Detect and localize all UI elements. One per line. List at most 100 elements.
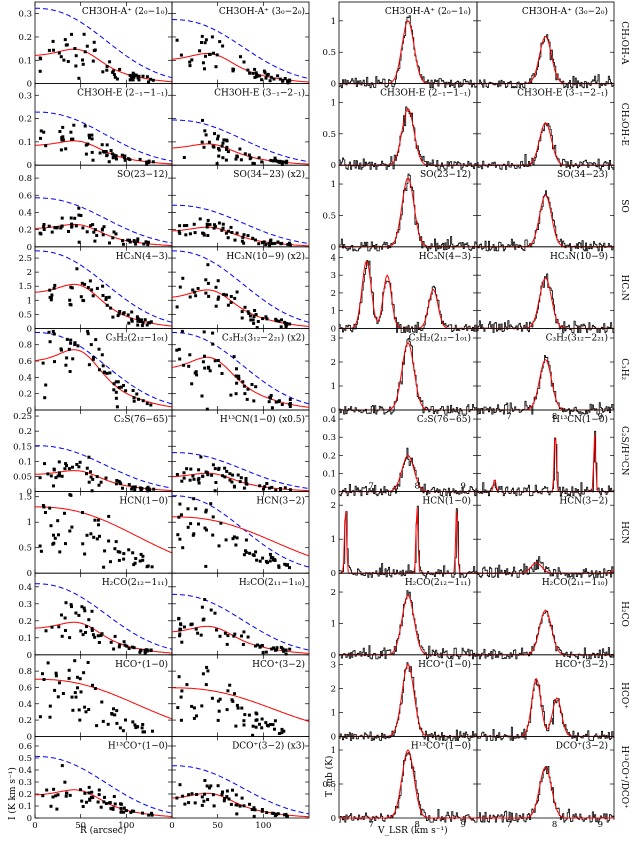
- y-tick-label: 0: [331, 243, 336, 253]
- data-point: [282, 649, 286, 653]
- data-point: [125, 644, 129, 648]
- data-point: [179, 622, 182, 626]
- panel-label: DCO⁺(3−2) (x3): [232, 740, 305, 751]
- data-point: [178, 285, 182, 289]
- data-point: [253, 75, 257, 79]
- data-point: [77, 708, 81, 712]
- data-point: [109, 640, 113, 644]
- row-side-label: HC₃N: [619, 274, 629, 300]
- data-point: [82, 671, 86, 675]
- data-point: [249, 318, 253, 322]
- data-point: [68, 302, 72, 306]
- observed-spectrum: [477, 678, 615, 741]
- x-tick-label: 8: [414, 482, 419, 492]
- data-point: [188, 60, 192, 64]
- y-tick-label: 0.2: [322, 451, 336, 461]
- y-tick-label: 0.1: [18, 56, 32, 66]
- data-point: [75, 267, 79, 271]
- data-point: [128, 238, 131, 242]
- data-point: [223, 466, 227, 470]
- data-point: [175, 348, 179, 352]
- data-point: [190, 704, 194, 708]
- model-curve-dashed: [172, 332, 310, 405]
- data-point: [231, 788, 234, 792]
- panel-label: HCO⁺(3−2): [555, 659, 608, 670]
- data-point: [251, 724, 255, 728]
- y-tick-label: 0.2: [18, 790, 32, 800]
- data-point: [130, 645, 134, 649]
- data-point: [235, 812, 239, 816]
- panel-label: HC₃N(4−3): [116, 251, 168, 262]
- data-point: [242, 384, 246, 388]
- data-point: [118, 67, 122, 71]
- data-point: [131, 720, 135, 724]
- data-point: [149, 77, 153, 81]
- data-point: [80, 281, 84, 285]
- model-curve-dashed: [35, 445, 173, 489]
- data-point: [78, 718, 82, 722]
- x-tick-label: 50: [75, 821, 86, 831]
- data-point: [147, 813, 151, 817]
- data-point: [81, 805, 85, 808]
- y-tick-label: 1: [331, 307, 336, 317]
- model-spectrum: [477, 609, 614, 656]
- x-tick-label: 7: [506, 412, 511, 422]
- data-point: [70, 695, 74, 699]
- data-point: [130, 310, 134, 314]
- panel-label: HCN(3−2): [256, 496, 305, 507]
- data-point: [181, 276, 185, 280]
- data-point: [252, 321, 256, 325]
- data-point: [259, 644, 263, 648]
- data-point: [71, 708, 75, 712]
- data-point: [263, 71, 267, 75]
- data-point: [221, 474, 225, 478]
- data-point: [250, 383, 254, 386]
- data-point: [69, 130, 73, 134]
- data-point: [54, 794, 58, 798]
- data-point: [217, 544, 221, 548]
- data-point: [260, 241, 264, 245]
- data-point: [247, 153, 251, 157]
- data-point: [48, 288, 52, 292]
- data-point: [226, 634, 230, 638]
- data-point: [91, 683, 94, 687]
- data-point: [110, 712, 114, 716]
- data-point: [179, 695, 183, 699]
- model-curve: [34, 48, 173, 83]
- data-point: [81, 62, 85, 66]
- data-point: [77, 76, 81, 80]
- data-point: [82, 32, 86, 36]
- data-point: [182, 363, 186, 367]
- data-point: [119, 802, 123, 806]
- y-tick-label: 1: [331, 746, 336, 756]
- data-point: [66, 60, 70, 63]
- data-point: [65, 356, 69, 360]
- data-point: [288, 243, 292, 247]
- data-point: [87, 363, 91, 367]
- row-side-label: CH₃OH-A: [619, 21, 629, 65]
- x-tick-label: 9: [598, 412, 603, 422]
- data-point: [249, 156, 253, 160]
- data-point: [45, 788, 49, 792]
- data-point: [268, 244, 271, 248]
- data-point: [95, 234, 99, 237]
- observed-spectrum: [339, 106, 478, 170]
- data-point: [212, 226, 216, 230]
- data-point: [93, 635, 97, 639]
- data-point: [121, 486, 124, 490]
- observed-spectrum: [339, 505, 478, 578]
- data-point: [260, 644, 264, 647]
- data-point: [202, 799, 206, 803]
- data-point: [113, 75, 117, 79]
- data-point: [97, 347, 101, 351]
- data-point: [76, 675, 79, 679]
- data-point: [73, 659, 77, 663]
- data-point: [274, 812, 278, 816]
- data-point: [269, 394, 273, 397]
- y-tick-label: 1: [331, 17, 336, 27]
- data-point: [91, 796, 95, 800]
- data-point: [216, 699, 220, 703]
- data-point: [54, 476, 58, 480]
- data-point: [235, 381, 239, 385]
- data-point: [63, 38, 67, 42]
